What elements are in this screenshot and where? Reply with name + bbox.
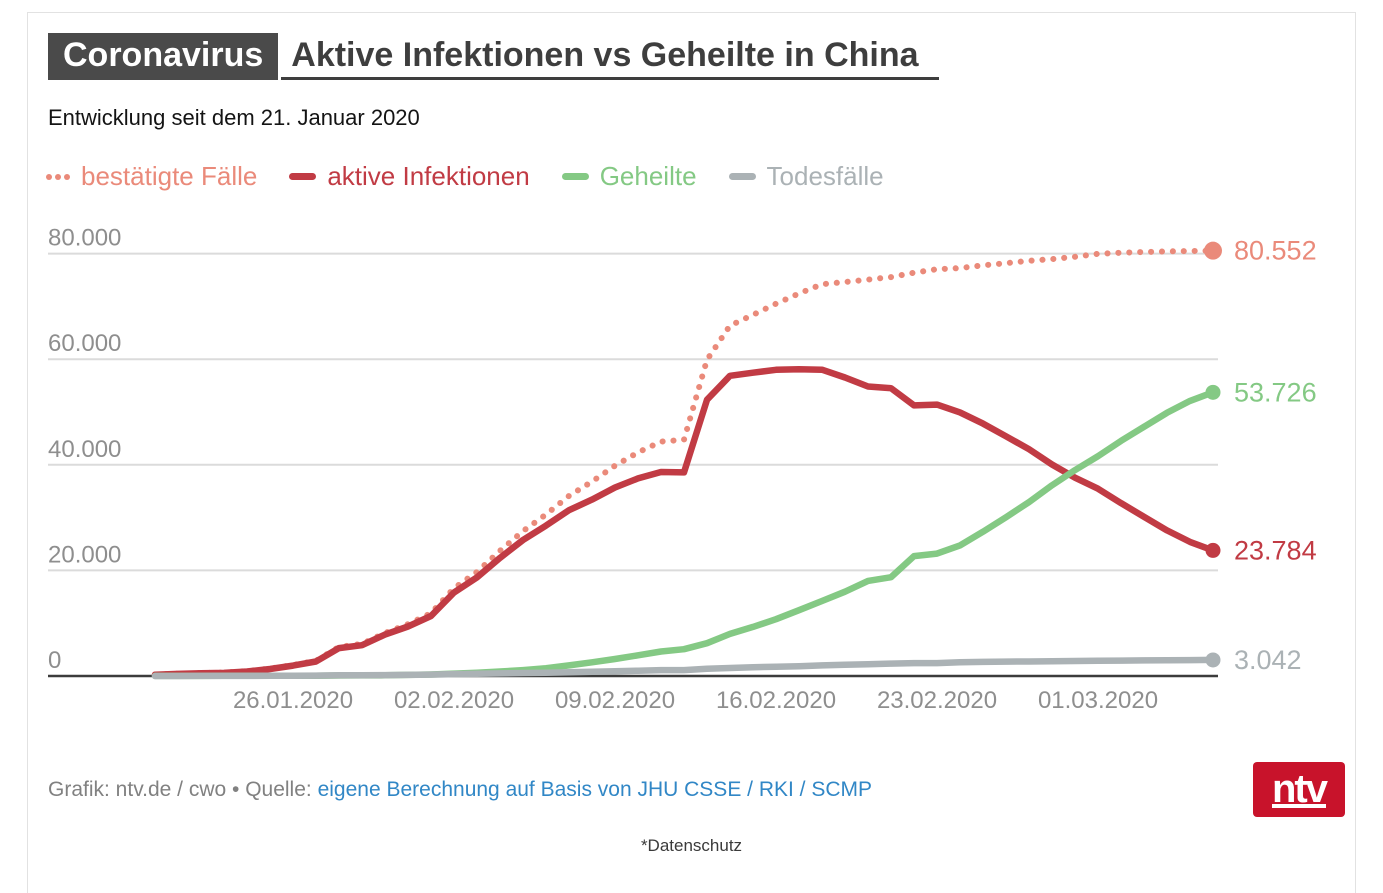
- y-tick-label: 40.000: [48, 436, 121, 463]
- y-tick-label: 20.000: [48, 541, 121, 568]
- series-end-dot-active: [1205, 542, 1221, 558]
- x-tick-label: 16.02.2020: [716, 687, 836, 714]
- line-swatch-icon: [289, 173, 317, 180]
- line-chart: 0 20.000 40.000 60.000 80.000 26.01.2020 02.02…: [48, 225, 1317, 714]
- legend-label: aktive Infektionen: [327, 161, 530, 191]
- x-tick-label: 23.02.2020: [877, 687, 997, 714]
- series-line-deaths: [151, 656, 1217, 680]
- legend-item-recovered: Geheilte: [561, 161, 697, 192]
- series-end-dot-confirmed: [1204, 241, 1222, 260]
- legend-item-deaths: Todesfälle: [728, 161, 884, 192]
- dotted-line-swatch-icon: [46, 173, 70, 180]
- page-title: Aktive Infektionen vs Geheilte in China: [281, 33, 939, 80]
- chart-subtitle: Entwicklung seit dem 21. Januar 2020: [48, 105, 420, 130]
- graphic-frame: Coronavirus Aktive Infektionen vs Geheil…: [27, 12, 1356, 893]
- legend-item-active: aktive Infektionen: [289, 161, 530, 192]
- y-tick-label: 80.000: [48, 225, 121, 252]
- series-end-dot-deaths: [1205, 652, 1221, 668]
- x-tick-label: 01.03.2020: [1038, 687, 1158, 714]
- y-tick-label: 60.000: [48, 330, 121, 357]
- y-tick-label: 0: [48, 647, 61, 674]
- brand-badge: Coronavirus: [48, 33, 279, 80]
- series-line-recovered: [151, 389, 1217, 680]
- x-tick-label: 09.02.2020: [555, 687, 675, 714]
- series-end-label-confirmed: 80.552: [1234, 236, 1317, 266]
- credit-text: Grafik: ntv.de / cwo • Quelle:: [48, 778, 312, 801]
- legend-item-confirmed: bestätigte Fälle: [46, 161, 257, 192]
- legend-label: Geheilte: [599, 161, 697, 191]
- legend-label: Todesfälle: [766, 161, 884, 191]
- series-line-active: [151, 365, 1217, 678]
- series-end-dot-recovered: [1205, 384, 1221, 400]
- x-tick-label: 02.02.2020: [394, 687, 514, 714]
- series-end-label-deaths: 3.042: [1234, 645, 1302, 675]
- ntv-logo[interactable]: ntv: [1253, 762, 1345, 817]
- source-link[interactable]: eigene Berechnung auf Basis von JHU CSSE…: [317, 778, 873, 801]
- x-tick-label: 26.01.2020: [233, 687, 353, 714]
- header: Coronavirus Aktive Infektionen vs Geheil…: [48, 33, 939, 80]
- series-line-confirmed: [152, 247, 1216, 678]
- line-swatch-icon: [561, 173, 589, 180]
- series-end-label-recovered: 53.726: [1234, 377, 1317, 407]
- legend-label: bestätigte Fälle: [81, 161, 258, 191]
- privacy-link[interactable]: *Datenschutz: [640, 836, 743, 855]
- chart-legend: bestätigte Fälle aktive Infektionen Gehe…: [46, 161, 884, 192]
- line-swatch-icon: [728, 173, 756, 180]
- series-end-label-active: 23.784: [1234, 535, 1317, 565]
- footer-credit: Grafik: ntv.de / cwo • Quelle: eigene Be…: [48, 778, 872, 802]
